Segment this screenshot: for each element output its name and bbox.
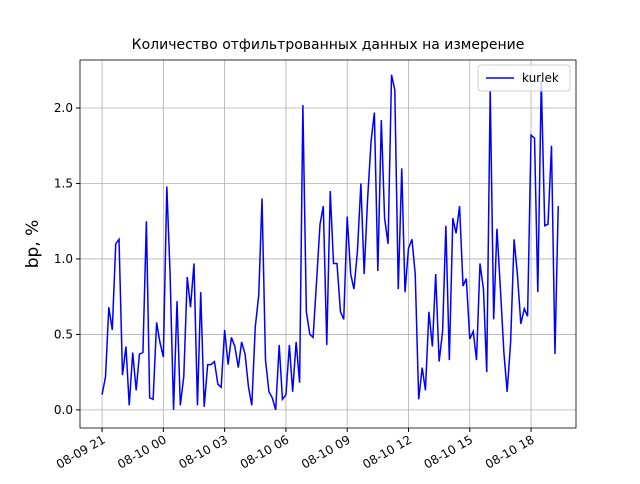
y-tick-label: 0.0 — [54, 403, 73, 417]
y-axis-label: bp, % — [23, 220, 43, 269]
legend-box — [477, 64, 571, 92]
y-tick-label: 2.0 — [54, 101, 73, 115]
line-series — [101, 74, 559, 411]
y-tick-label: 0.5 — [54, 327, 73, 341]
chart-title: Количество отфильтрованных данных на изм… — [132, 37, 525, 53]
y-tick-label: 1.5 — [54, 176, 73, 190]
legend-label: kurlek — [522, 71, 559, 85]
plot-frame — [79, 59, 577, 429]
y-tick-label: 1.0 — [54, 252, 73, 266]
